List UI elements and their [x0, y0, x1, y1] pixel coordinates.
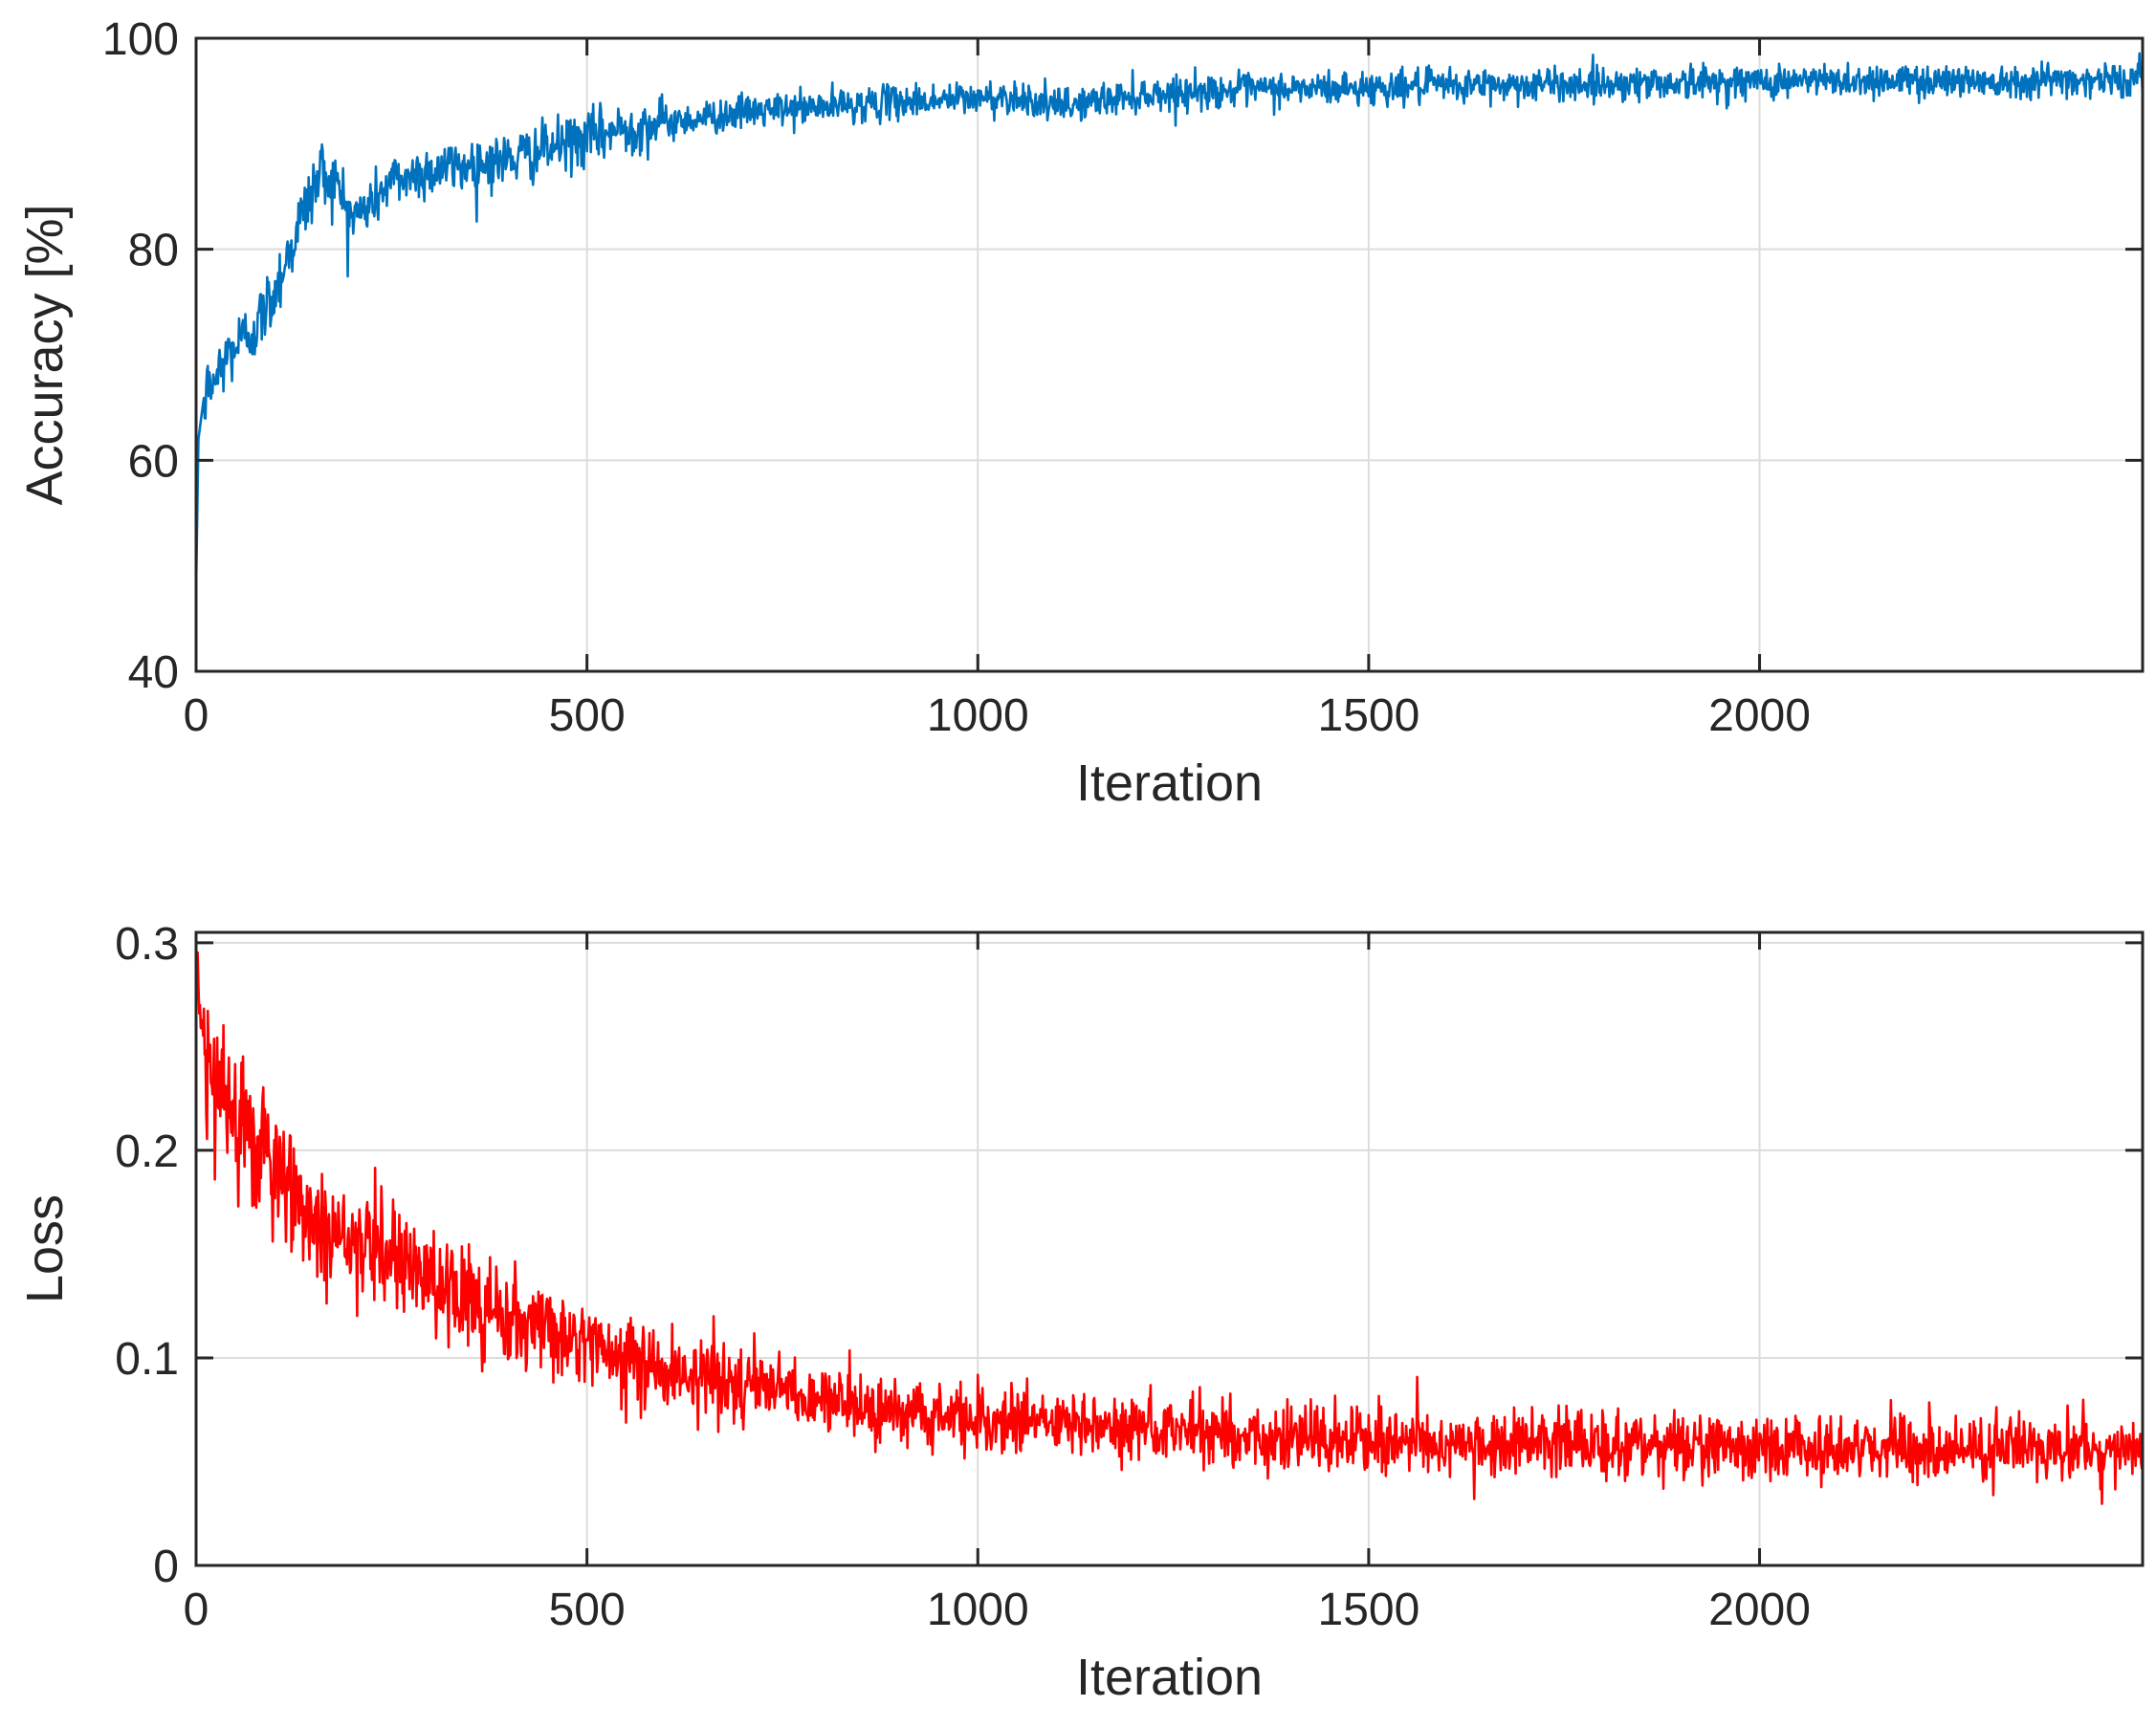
y-axis-label: Accuracy [%]	[16, 204, 74, 505]
loss-series-line	[194, 951, 2145, 1505]
y-tick-label: 0.3	[115, 919, 179, 970]
y-axis-label: Loss	[16, 1194, 74, 1303]
y-tick-label: 0.2	[115, 1126, 179, 1177]
x-tick-label: 1500	[1318, 1585, 1420, 1635]
x-tick-label: 1000	[927, 1585, 1029, 1635]
axes-frame	[194, 36, 2145, 673]
x-tick-label: 2000	[1708, 1585, 1811, 1635]
y-tick-label: 0.1	[115, 1334, 179, 1385]
x-tick-label: 0	[184, 690, 209, 741]
axes-frame	[194, 930, 2145, 1567]
x-axis-label: Iteration	[1076, 755, 1263, 812]
x-axis-label: Iteration	[1076, 1649, 1263, 1706]
y-tick-label: 100	[102, 14, 179, 65]
y-tick-label: 40	[128, 647, 179, 698]
y-tick-label: 80	[128, 226, 179, 276]
accuracy-series-line	[194, 52, 2145, 587]
loss-plot: 0 500 1000 1500 2000 0 0.1 0.2 0.3 Iteration Loss	[16, 919, 2145, 1706]
accuracy-plot: 0 500 1000 1500 2000 40 60 80 100 Iteration Accura…	[16, 14, 2145, 812]
y-tick-label: 60	[128, 436, 179, 487]
x-tick-label: 0	[184, 1585, 209, 1635]
x-tick-label: 1000	[927, 690, 1029, 741]
x-tick-label: 2000	[1708, 690, 1811, 741]
x-tick-label: 500	[549, 1585, 626, 1635]
y-tick-label: 0	[153, 1542, 179, 1592]
x-tick-label: 1500	[1318, 690, 1420, 741]
x-tick-label: 500	[549, 690, 626, 741]
